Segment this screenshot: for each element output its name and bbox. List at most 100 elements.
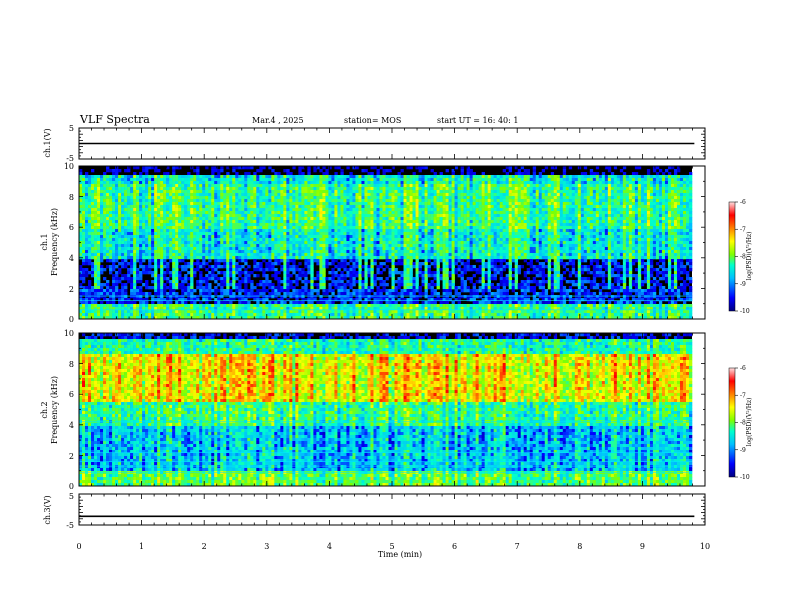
spectrogram-cell [253,298,257,302]
spectrogram-cell [100,256,104,260]
spectrogram-cell [262,259,266,263]
spectrogram-cell [382,268,386,272]
spectrogram-cell [190,247,194,251]
spectrogram-cell [373,229,377,233]
spectrogram-cell [175,205,179,209]
spectrogram-cell [259,241,263,245]
spectrogram-cell [199,244,203,248]
spectrogram-cell [97,190,101,194]
spectrogram-cell [241,280,245,284]
spectrogram-cell [229,214,233,218]
spectrogram-cell [154,262,158,266]
spectrogram-cell [361,283,365,287]
spectrogram-cell [316,238,320,242]
spectrogram-cell [154,193,158,197]
spectrogram-cell [199,235,203,239]
spectrogram-cell [298,241,302,245]
spectrogram-cell [280,244,284,248]
spectrogram-cell [181,181,185,185]
spectrogram-cell [208,208,212,212]
spectrogram-cell [298,214,302,218]
spectrogram-cell [160,181,164,185]
spectrogram-cell [328,232,332,236]
spectrogram-cell [289,232,293,236]
spectrogram-cell [286,265,290,269]
spectrogram-cell [379,190,383,194]
spectrogram-cell [373,277,377,281]
spectrogram-cell [343,217,347,221]
spectrogram-cell [133,184,137,188]
spectrogram-cell [91,169,95,173]
spectrogram-cell [226,286,230,290]
spectrogram-cell [259,316,263,320]
spectrogram-cell [340,172,344,176]
spectrogram-cell [115,169,119,173]
spectrogram-cell [379,304,383,308]
spectrogram-cell [298,274,302,278]
spectrogram-cell [115,289,119,293]
spectrogram-cell [121,304,125,308]
spectrogram-cell [388,268,392,272]
spectrogram-cell [340,196,344,200]
spectrogram-cell [103,211,107,215]
spectrogram-cell [253,268,257,272]
spectrogram-cell [211,277,215,281]
spectrogram-cell [184,298,188,302]
spectrogram-cell [109,304,113,308]
spectrogram-cell [223,229,227,233]
spectrogram-cell [136,280,140,284]
spectrogram-cell [340,283,344,287]
spectrogram-cell [325,259,329,263]
spectrogram-cell [82,187,86,191]
spectrogram-cell [313,298,317,302]
spectrogram-cell [364,199,368,203]
spectrogram-cell [85,175,89,179]
spectrogram-cell [100,292,104,296]
spectrogram-cell [193,214,197,218]
spectrogram-cell [199,196,203,200]
spectrogram-cell [97,304,101,308]
spectrogram-cell [226,316,230,320]
spectrogram-cell [337,277,341,281]
spectrogram-cell [268,292,272,296]
spectrogram-cell [169,211,173,215]
spectrogram-cell [121,175,125,179]
spectrogram-cell [85,205,89,209]
spectrogram-cell [166,316,170,320]
spectrogram-cell [388,229,392,233]
spectrogram-cell [298,235,302,239]
spectrogram-cell [400,193,404,197]
spectrogram-cell [103,178,107,182]
spectrogram-cell [202,217,206,221]
spectrogram-cell [280,178,284,182]
spectrogram-cell [292,229,296,233]
spectrogram-cell [127,307,131,311]
spectrogram-cell [343,232,347,236]
spectrogram-cell [304,283,308,287]
spectrogram-cell [202,229,206,233]
spectrogram-cell [292,310,296,314]
spectrogram-cell [361,193,365,197]
spectrogram-cell [211,172,215,176]
spectrogram-cell [253,220,257,224]
spectrogram-cell [253,310,257,314]
spectrogram-cell [361,217,365,221]
spectrogram-cell [184,229,188,233]
spectrogram-cell [163,181,167,185]
spectrogram-cell [205,268,209,272]
spectrogram-cell [316,181,320,185]
spectrogram-cell [310,199,314,203]
spectrogram-cell [115,274,119,278]
spectrogram-cell [322,268,326,272]
spectrogram-cell [289,316,293,320]
spectrogram-cell [136,226,140,230]
spectrogram-cell [94,226,98,230]
spectrogram-cell [259,235,263,239]
spectrogram-cell [205,202,209,206]
spectrogram-cell [118,196,122,200]
spectrogram-cell [334,244,338,248]
spectrogram-cell [259,313,263,317]
spectrogram-cell [196,202,200,206]
spectrogram-cell [265,208,269,212]
spectrogram-cell [238,193,242,197]
